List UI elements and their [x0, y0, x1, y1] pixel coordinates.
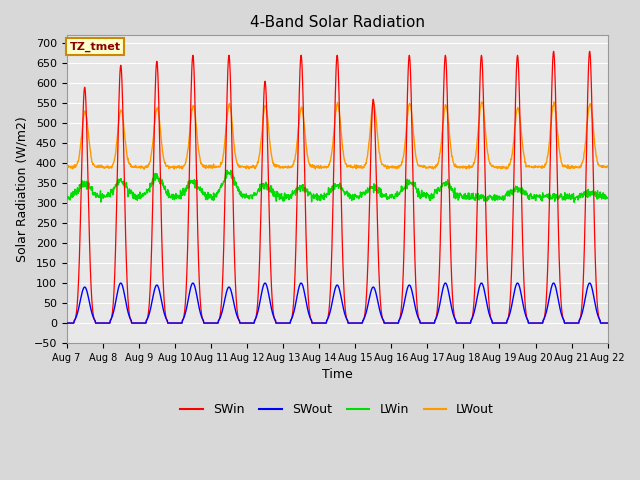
Title: 4-Band Solar Radiation: 4-Band Solar Radiation — [250, 15, 425, 30]
Y-axis label: Solar Radiation (W/m2): Solar Radiation (W/m2) — [15, 116, 28, 262]
Text: TZ_tmet: TZ_tmet — [70, 41, 120, 51]
X-axis label: Time: Time — [322, 368, 353, 381]
Legend: SWin, SWout, LWin, LWout: SWin, SWout, LWin, LWout — [175, 398, 499, 421]
